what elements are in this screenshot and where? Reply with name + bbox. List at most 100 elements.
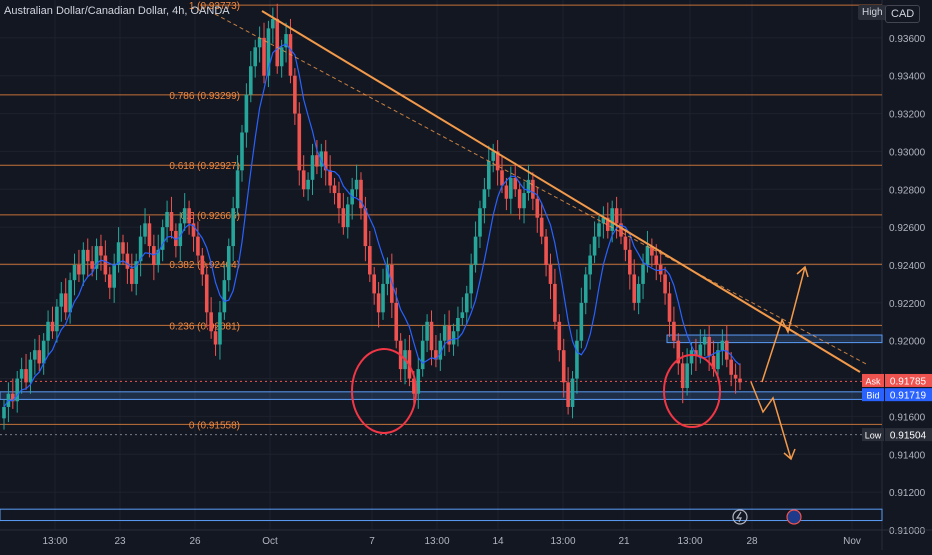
candle-body	[156, 249, 161, 265]
candle-body	[253, 47, 258, 67]
candle-body	[460, 312, 465, 318]
candle-body	[46, 321, 50, 341]
candle-body	[557, 321, 562, 351]
candle-body	[178, 223, 183, 247]
candle-body	[522, 193, 526, 209]
candle-body	[279, 47, 284, 67]
candle-body	[561, 350, 566, 383]
candle-body	[619, 223, 623, 237]
x-tick-label: 13:00	[550, 536, 575, 547]
candle-body	[2, 406, 6, 419]
candle-body	[231, 208, 235, 247]
low-tag	[862, 428, 884, 442]
candle-body	[165, 212, 169, 228]
candle-body	[738, 378, 742, 383]
candle-body	[182, 208, 187, 224]
fib-level-label: 0.5 (0.92665)	[181, 211, 241, 222]
candle-body	[535, 198, 540, 218]
candle-body	[412, 378, 416, 394]
candle-body	[526, 179, 531, 194]
moving-average-line	[3, 43, 741, 408]
low-tag-text: Low	[865, 431, 882, 441]
candle-body	[249, 66, 253, 95]
arrowhead-down	[783, 448, 796, 461]
descending-trendline	[261, 10, 861, 373]
candle-body	[341, 208, 346, 228]
y-tick-label: 0.92200	[889, 299, 926, 310]
candle-body	[583, 274, 588, 303]
candle-body	[72, 265, 77, 281]
candle-body	[645, 246, 650, 265]
candle-body	[601, 217, 606, 224]
candle-body	[724, 340, 729, 360]
candle-body	[209, 312, 213, 332]
candle-body	[174, 230, 178, 247]
candle-body	[720, 340, 725, 351]
candle-body	[15, 378, 20, 402]
candle-body	[138, 236, 143, 262]
candle-body	[363, 208, 368, 247]
candle-body	[116, 242, 121, 265]
candle-body	[99, 246, 103, 256]
candle-body	[469, 265, 473, 294]
candle-body	[134, 261, 139, 284]
candle-body	[667, 293, 672, 322]
candle-body	[169, 212, 174, 231]
candle-body	[553, 283, 557, 322]
bid-tag	[862, 388, 884, 402]
candle-body	[337, 193, 341, 209]
low-value-box	[885, 428, 932, 442]
candle-body	[381, 283, 385, 313]
candle-body	[707, 336, 711, 356]
chart-title: Australian Dollar/Canadian Dollar, 4h, O…	[4, 5, 230, 17]
candle-body	[702, 336, 707, 345]
y-tick-label: 0.93600	[889, 34, 926, 45]
x-tick-label: Nov	[843, 536, 861, 547]
candle-body	[495, 151, 500, 171]
bid-tag-text: Bid	[866, 391, 879, 401]
candle-body	[354, 179, 359, 190]
candle-body	[310, 155, 315, 180]
candle-body	[24, 369, 28, 383]
candle-body	[614, 208, 619, 224]
candle-body	[425, 321, 429, 341]
candle-body	[500, 170, 504, 186]
candle-body	[213, 331, 218, 345]
candle-body	[112, 265, 116, 288]
candle-body	[579, 302, 584, 341]
candle-body	[376, 293, 381, 313]
candle-body	[191, 223, 196, 237]
candle-body	[650, 246, 654, 256]
currency-button[interactable]: CAD	[885, 5, 921, 23]
candle-body	[244, 94, 249, 133]
y-tick-label: 0.92400	[889, 261, 926, 272]
candle-body	[94, 246, 99, 269]
candle-body	[235, 170, 240, 209]
candle-body	[694, 350, 698, 356]
candle-body	[160, 227, 165, 250]
candle-body	[81, 249, 86, 275]
candle-body	[28, 359, 33, 383]
candle-body	[372, 274, 377, 294]
candle-body	[486, 160, 491, 190]
lightning-glyph	[735, 511, 742, 523]
candle-body	[544, 236, 548, 265]
candle-body	[478, 208, 482, 237]
candle-body	[90, 261, 94, 269]
candle-body	[632, 274, 637, 303]
candle-body	[733, 374, 738, 379]
projection-arrow-down	[750, 381, 792, 460]
x-tick-label: 13:00	[424, 536, 449, 547]
candle-body	[394, 302, 399, 341]
candle-body	[438, 340, 443, 360]
ask-tag-text: Ask	[865, 376, 881, 386]
candle-body	[103, 255, 108, 275]
candle-body	[11, 393, 15, 402]
candle-body	[85, 249, 90, 262]
candle-body	[416, 369, 421, 394]
projection-arrow-up	[761, 266, 806, 383]
candle-body	[636, 283, 641, 303]
